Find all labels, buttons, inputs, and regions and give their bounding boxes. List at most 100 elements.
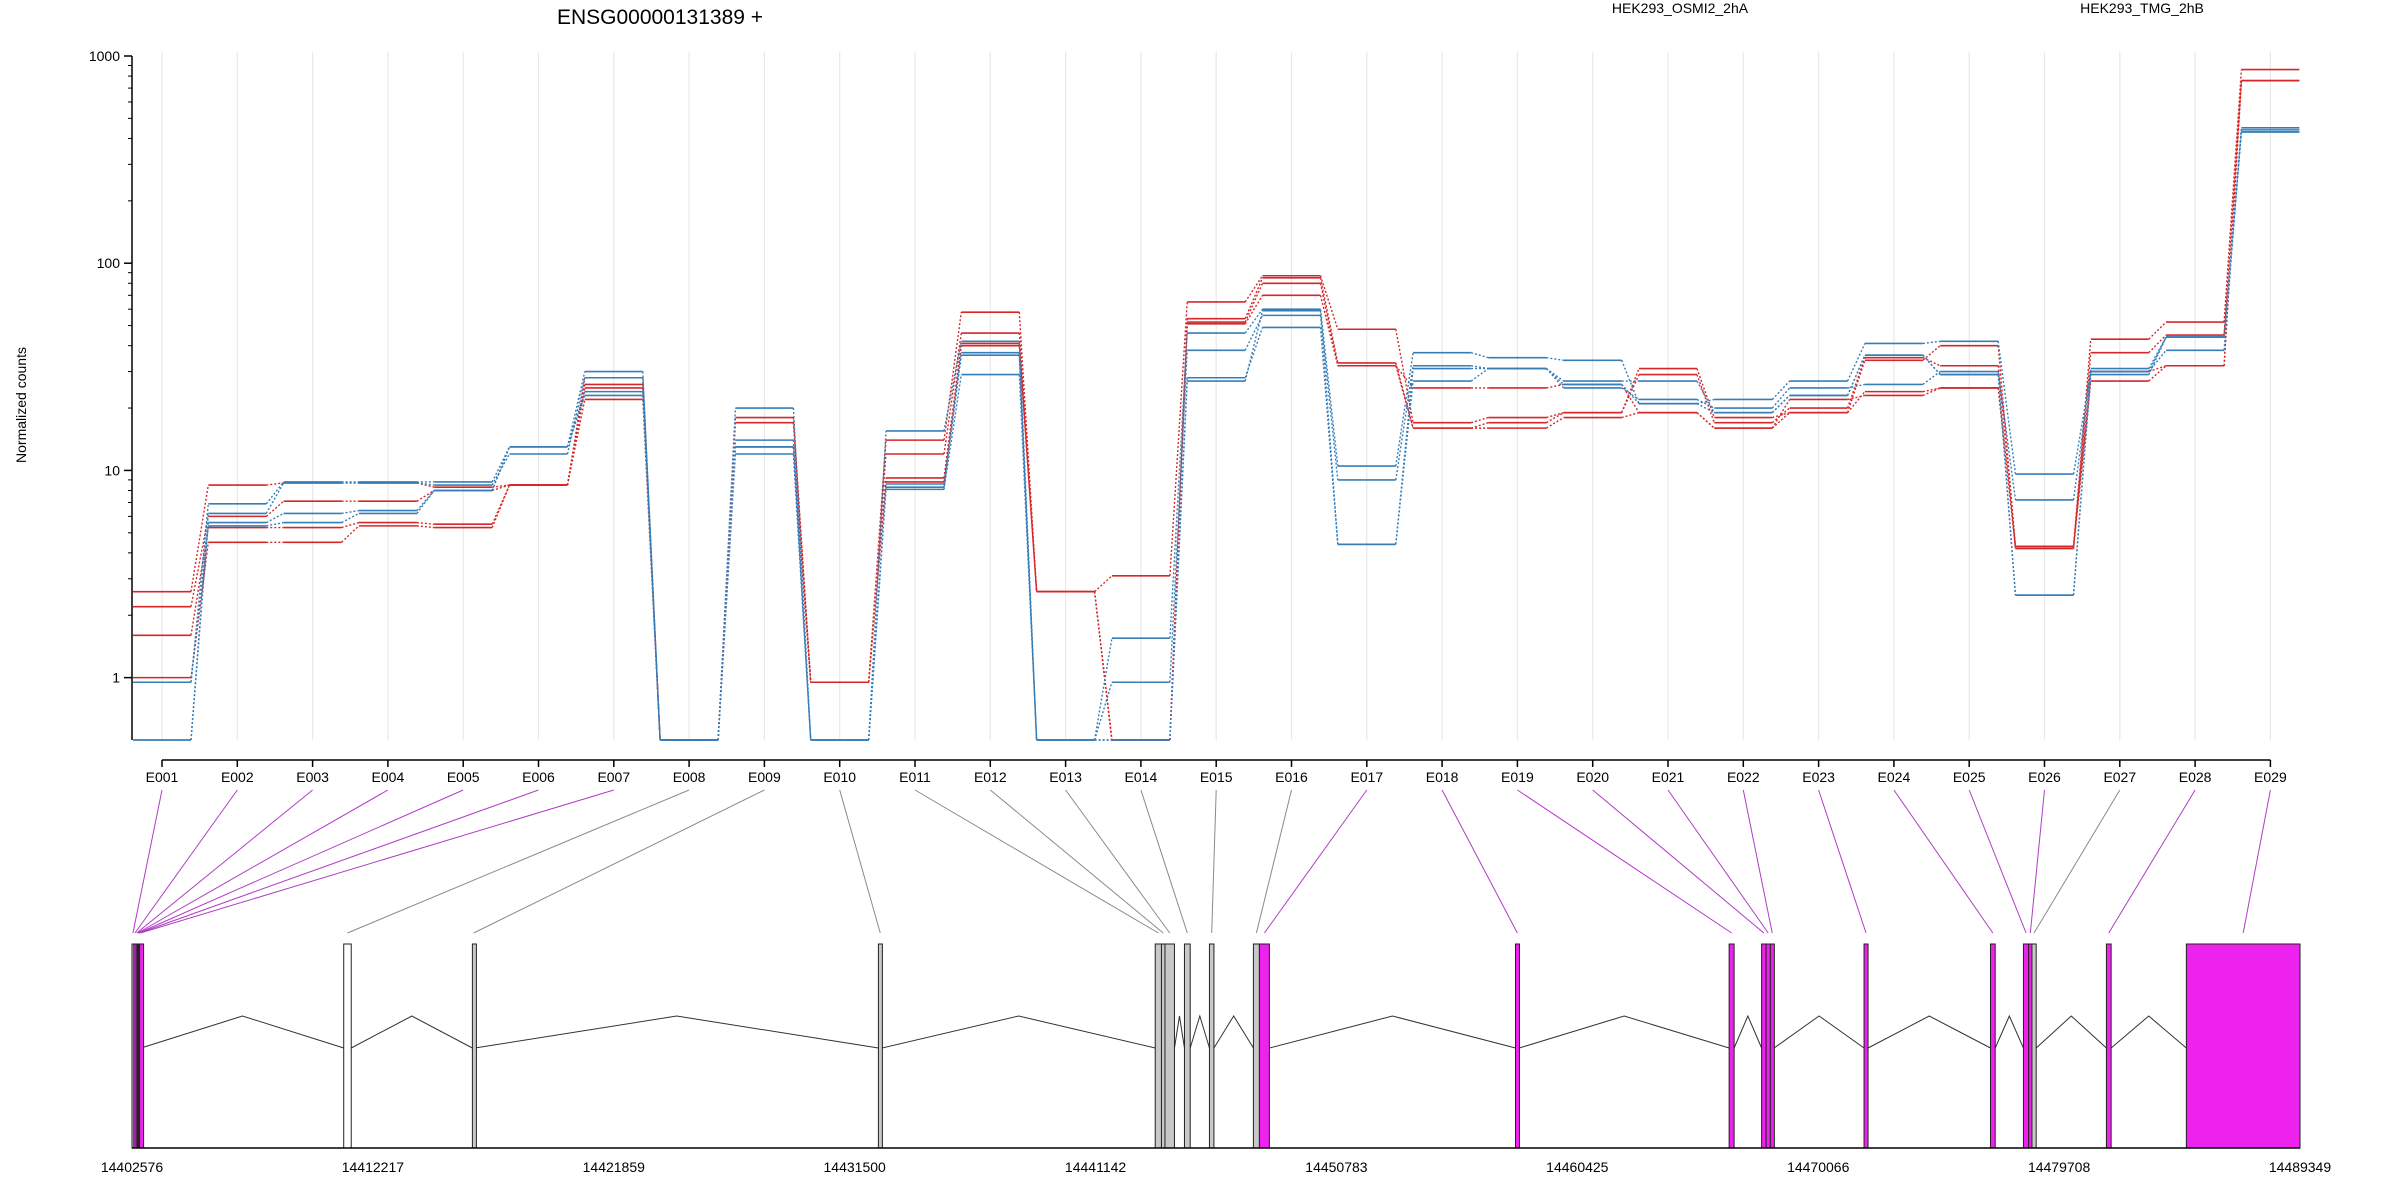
series-connector xyxy=(1771,399,1791,429)
series-connector xyxy=(1621,383,1640,405)
series-connector xyxy=(868,481,887,683)
coordinate-tick-label: 14412217 xyxy=(342,1159,405,1175)
series-connector xyxy=(2223,80,2243,336)
exon-link-e020 xyxy=(1592,789,1765,934)
series-connector xyxy=(566,377,586,455)
series-connector xyxy=(2223,80,2243,366)
series-connector xyxy=(1546,356,1564,361)
series-connector xyxy=(341,509,360,515)
series-connector xyxy=(1244,327,1264,378)
series-connector xyxy=(190,522,209,741)
x-tick-label-e015: E015 xyxy=(1200,769,1233,785)
chart-title: ENSG00000131389 + xyxy=(557,6,763,29)
series-connector xyxy=(2148,336,2167,375)
exon-link-e012 xyxy=(989,789,1164,934)
exon-box-e009 xyxy=(471,943,477,1149)
x-tick-label-e008: E008 xyxy=(673,769,706,785)
intron-line xyxy=(1519,1015,1730,1049)
y-tick-label: 10 xyxy=(104,462,120,478)
series-connector xyxy=(1621,387,1640,401)
coordinate-tick-label: 14450783 xyxy=(1305,1159,1368,1175)
series-connector xyxy=(491,484,511,528)
x-tick-label-e002: E002 xyxy=(221,769,254,785)
exon-box-e008 xyxy=(343,943,352,1149)
series-connector xyxy=(1997,345,2017,547)
intron-line xyxy=(1173,1015,1185,1049)
exon-box-e021 xyxy=(1765,943,1771,1149)
exon-box-e025 xyxy=(2022,943,2030,1149)
series-connector xyxy=(416,489,435,502)
exon-link-e015 xyxy=(1211,789,1217,934)
x-tick-label-e024: E024 xyxy=(1878,769,1911,785)
intron-line xyxy=(474,1015,879,1049)
intron-line xyxy=(350,1015,473,1049)
series-connector xyxy=(1922,387,1941,393)
series-connector xyxy=(1018,345,1038,592)
series-connector xyxy=(190,516,209,607)
x-tick-label-e004: E004 xyxy=(372,769,405,785)
series-connector xyxy=(1018,355,1038,741)
series-connector xyxy=(1621,384,1640,414)
series-connector xyxy=(1244,275,1264,303)
series-connector xyxy=(1545,368,1565,389)
series-connector xyxy=(1997,374,2017,596)
legend-entry-osmi2: HEK293_OSMI2_2hA xyxy=(1612,0,1749,16)
series-connector xyxy=(1244,308,1264,334)
series-connector xyxy=(416,490,435,512)
series-connector xyxy=(2072,371,2092,501)
series-connector xyxy=(1093,591,1113,741)
series-connector xyxy=(943,345,962,483)
exon-box-e010 xyxy=(877,943,883,1149)
y-tick-label: 100 xyxy=(97,255,121,271)
x-tick-label-e025: E025 xyxy=(1953,769,1986,785)
x-tick-label-e020: E020 xyxy=(1576,769,1609,785)
exon-box-e024 xyxy=(1989,943,1996,1149)
series-connector xyxy=(1018,352,1038,741)
coordinate-tick-label: 14431500 xyxy=(824,1159,887,1175)
exon-box-e015 xyxy=(1208,943,1215,1149)
intron-line xyxy=(1189,1014,1210,1049)
series-connector xyxy=(492,484,510,488)
intron-line xyxy=(2110,1015,2187,1049)
intron-line xyxy=(1269,1015,1516,1049)
exon-box-e017 xyxy=(1258,943,1270,1149)
x-tick-label-e027: E027 xyxy=(2103,769,2136,785)
x-tick-label-e013: E013 xyxy=(1049,769,1082,785)
series-connector xyxy=(1847,391,1866,414)
exon-box-e023 xyxy=(1863,943,1869,1149)
y-axis-label: Normalized counts xyxy=(13,347,29,463)
exon-link-e027 xyxy=(2033,789,2121,934)
x-tick-label-e011: E011 xyxy=(899,769,931,785)
coordinate-tick-label: 14460425 xyxy=(1546,1159,1609,1175)
series-connector xyxy=(1169,333,1188,639)
series-connector xyxy=(2072,339,2092,547)
exon-box-e018 xyxy=(1515,943,1521,1149)
exon-link-e025 xyxy=(1968,789,2027,934)
x-tick-label-e006: E006 xyxy=(522,769,555,785)
legend-entry-tmg: HEK293_TMG_2hB xyxy=(2080,0,2204,16)
series-connector xyxy=(943,374,962,490)
series-connector xyxy=(566,371,586,447)
series-connector xyxy=(1169,301,1188,576)
exon-link-e024 xyxy=(1893,789,1994,934)
series-connector xyxy=(2072,374,2092,596)
series-connector xyxy=(1922,387,1941,397)
exon-link-e011 xyxy=(914,789,1159,934)
intron-line xyxy=(2035,1015,2107,1049)
exon-link-e005 xyxy=(138,789,464,934)
series-connector xyxy=(943,332,962,455)
series-connector xyxy=(2148,365,2167,373)
series-connector xyxy=(792,446,812,683)
series-connector xyxy=(1546,383,1564,389)
x-tick-label-e009: E009 xyxy=(748,769,781,785)
exon-box-e013 xyxy=(1164,943,1175,1149)
coordinate-tick-label: 14441142 xyxy=(1065,1159,1126,1175)
series-connector xyxy=(1395,365,1414,481)
series-connector xyxy=(1470,416,1489,424)
series-connector xyxy=(1771,380,1791,400)
series-connector xyxy=(1169,350,1188,683)
series-connector xyxy=(416,521,435,525)
series-connector xyxy=(341,525,360,543)
series-connector xyxy=(1847,383,1866,389)
